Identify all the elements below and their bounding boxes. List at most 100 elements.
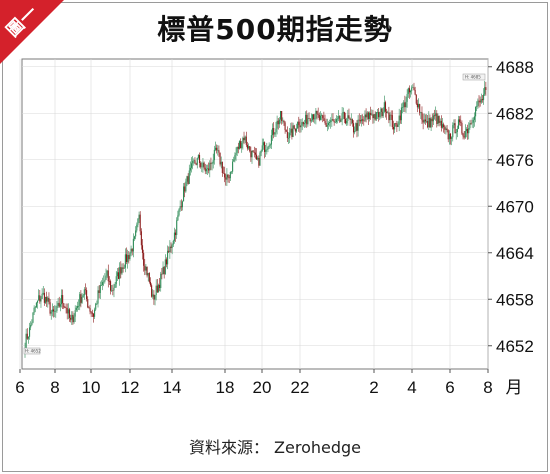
candle	[271, 123, 274, 141]
candle	[122, 263, 124, 273]
candle	[131, 248, 133, 256]
candle	[187, 173, 189, 185]
candle	[127, 249, 129, 269]
y-tick-label: 4670	[496, 197, 534, 216]
candle	[396, 120, 398, 132]
candle	[254, 147, 256, 159]
candle	[128, 251, 130, 264]
candle	[208, 162, 210, 174]
candle	[465, 127, 468, 138]
candle	[467, 124, 469, 140]
candle	[146, 266, 148, 278]
candle	[243, 131, 245, 145]
candle	[321, 113, 323, 121]
candle	[180, 199, 182, 211]
candle	[416, 99, 418, 113]
candle	[299, 118, 301, 133]
candle	[375, 112, 377, 122]
candle	[461, 120, 463, 135]
candle	[438, 115, 440, 127]
candle	[144, 258, 146, 276]
candle	[268, 142, 270, 150]
candle	[70, 314, 72, 323]
candle	[241, 140, 243, 153]
candle	[451, 136, 453, 146]
candle	[388, 106, 390, 124]
candle	[249, 146, 251, 153]
candle	[141, 238, 144, 260]
candle	[123, 264, 125, 269]
candle	[132, 233, 134, 258]
candle	[483, 88, 485, 105]
candle	[347, 109, 349, 126]
candle	[350, 113, 352, 125]
candle	[323, 111, 325, 122]
x-tick-label: 22	[291, 378, 310, 397]
candle	[259, 151, 261, 166]
candle	[161, 267, 163, 280]
candle	[411, 85, 413, 95]
candle	[55, 305, 57, 318]
candle	[47, 296, 49, 308]
candle	[143, 249, 145, 272]
candle	[43, 288, 45, 306]
first-value-tag: H: 4652	[23, 347, 41, 355]
candle	[326, 118, 328, 132]
candle	[228, 174, 230, 184]
candle	[383, 95, 385, 113]
candle	[454, 119, 456, 134]
candle	[300, 119, 302, 133]
plot-area	[21, 58, 489, 370]
candle	[200, 161, 202, 169]
candle	[129, 251, 131, 261]
candle	[60, 289, 63, 308]
candle	[430, 117, 432, 132]
candle	[96, 300, 98, 306]
candle	[168, 246, 170, 254]
candle	[338, 110, 340, 122]
candle	[172, 239, 174, 247]
candle	[391, 110, 393, 130]
candle	[197, 154, 199, 160]
candle	[339, 115, 341, 123]
candle	[59, 298, 61, 312]
candle	[279, 110, 282, 124]
candle	[236, 146, 238, 156]
candle	[177, 210, 179, 222]
candle	[425, 114, 428, 124]
candle	[307, 113, 309, 127]
candle	[357, 115, 359, 137]
candle	[49, 299, 51, 316]
candle	[76, 301, 79, 312]
candle	[275, 121, 277, 137]
candle	[244, 135, 246, 144]
candle	[63, 302, 65, 310]
candle	[265, 145, 267, 157]
candle	[444, 125, 446, 134]
candle	[188, 164, 190, 185]
candle	[162, 261, 164, 275]
candle	[90, 310, 92, 317]
candle	[348, 108, 350, 119]
last-value-tag: H: 4685	[462, 73, 486, 81]
candle	[145, 263, 147, 275]
candle	[65, 303, 67, 314]
candle	[270, 129, 272, 150]
candle	[224, 166, 226, 183]
candle	[419, 103, 421, 116]
y-tick-label: 4652	[496, 337, 534, 356]
candle	[140, 228, 142, 250]
candle	[190, 157, 193, 173]
source-credit: 資料來源： Zerohedge	[188, 438, 362, 457]
candle	[218, 145, 220, 157]
candle	[325, 118, 327, 127]
candle	[32, 312, 34, 324]
x-tick-label: 8	[483, 378, 492, 397]
candle	[39, 289, 41, 304]
candle	[256, 148, 258, 160]
candle	[237, 142, 239, 154]
candle	[332, 113, 334, 122]
candle	[440, 115, 442, 132]
candle	[193, 158, 195, 166]
